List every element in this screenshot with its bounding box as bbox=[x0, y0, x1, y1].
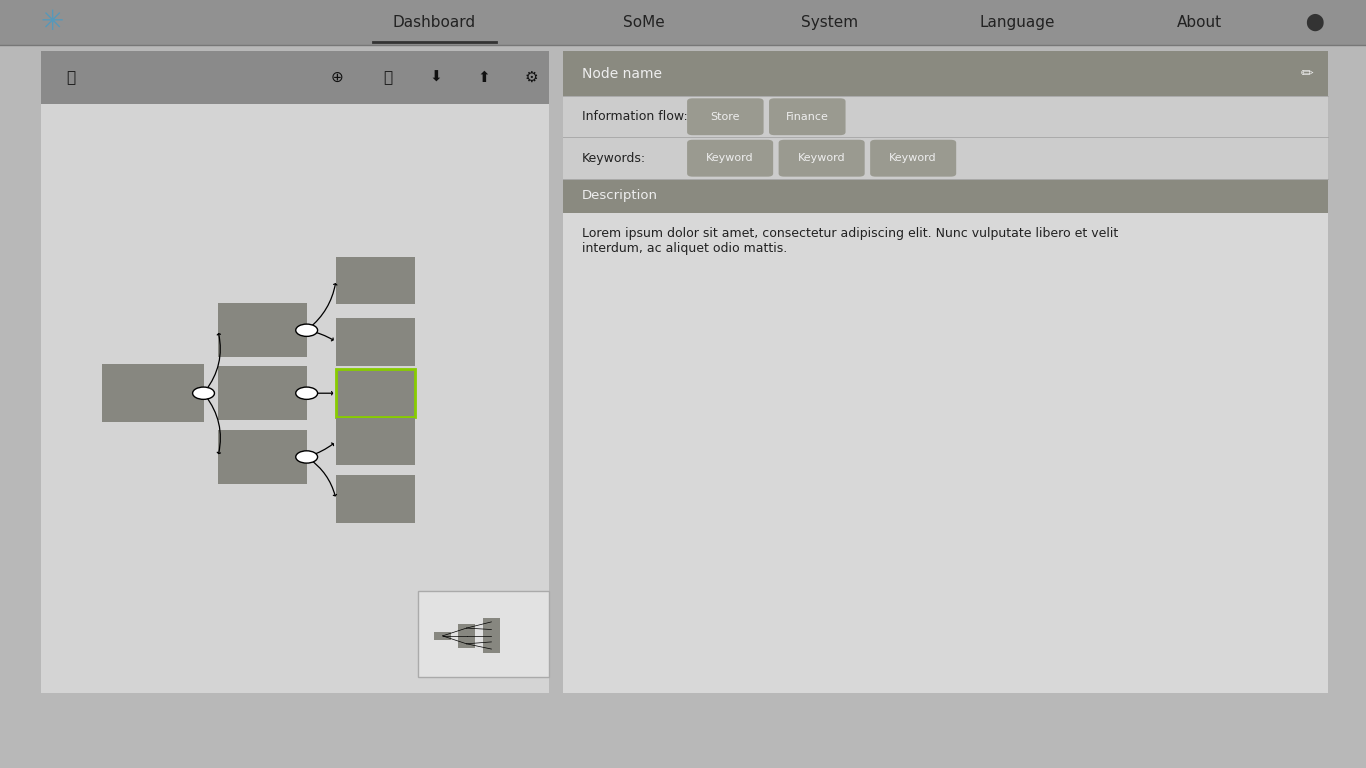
Bar bbox=[563, 96, 1328, 137]
Bar bbox=[482, 638, 500, 646]
Text: ⚙: ⚙ bbox=[525, 70, 538, 85]
Circle shape bbox=[193, 387, 214, 399]
Text: About: About bbox=[1176, 15, 1223, 30]
Text: ⬆: ⬆ bbox=[477, 70, 490, 85]
Bar bbox=[41, 51, 549, 104]
Bar bbox=[482, 626, 500, 634]
Bar bbox=[219, 430, 307, 484]
Bar bbox=[336, 475, 415, 523]
Bar bbox=[458, 624, 475, 632]
FancyBboxPatch shape bbox=[687, 98, 764, 135]
Text: ⊕: ⊕ bbox=[331, 70, 344, 85]
Text: SoMe: SoMe bbox=[623, 15, 664, 30]
Text: Keyword: Keyword bbox=[798, 153, 846, 164]
FancyBboxPatch shape bbox=[779, 140, 865, 177]
Bar bbox=[563, 213, 1328, 693]
Text: Finance: Finance bbox=[785, 111, 829, 122]
Bar bbox=[563, 137, 1328, 179]
Text: Keywords:: Keywords: bbox=[582, 152, 646, 164]
Bar bbox=[336, 369, 415, 417]
Bar bbox=[336, 318, 415, 366]
Bar bbox=[336, 418, 415, 465]
Bar bbox=[336, 257, 415, 304]
FancyBboxPatch shape bbox=[687, 140, 773, 177]
Bar bbox=[482, 645, 500, 653]
Circle shape bbox=[296, 324, 318, 336]
Bar bbox=[418, 591, 549, 677]
FancyBboxPatch shape bbox=[769, 98, 846, 135]
Circle shape bbox=[296, 387, 318, 399]
Bar bbox=[0, 0, 1366, 45]
Bar bbox=[563, 179, 1328, 213]
Text: Description: Description bbox=[582, 190, 658, 202]
Bar bbox=[563, 51, 1328, 693]
Text: ✳: ✳ bbox=[40, 8, 64, 36]
Bar bbox=[458, 640, 475, 647]
Bar bbox=[219, 366, 307, 420]
Text: ⬇: ⬇ bbox=[429, 70, 443, 85]
Bar bbox=[482, 632, 500, 640]
Circle shape bbox=[296, 451, 318, 463]
Text: Information flow:: Information flow: bbox=[582, 111, 687, 123]
FancyBboxPatch shape bbox=[870, 140, 956, 177]
Bar bbox=[219, 303, 307, 357]
Text: System: System bbox=[800, 15, 858, 30]
Bar bbox=[482, 618, 500, 626]
Text: Keyword: Keyword bbox=[706, 153, 754, 164]
Bar bbox=[433, 632, 451, 640]
Text: Language: Language bbox=[979, 15, 1056, 30]
Text: ⬤: ⬤ bbox=[1305, 13, 1324, 31]
Text: 🔍: 🔍 bbox=[67, 70, 75, 85]
Bar bbox=[563, 51, 1328, 96]
Text: ✏: ✏ bbox=[1300, 66, 1314, 81]
Bar bbox=[458, 632, 475, 640]
Text: Lorem ipsum dolor sit amet, consectetur adipiscing elit. Nunc vulputate libero e: Lorem ipsum dolor sit amet, consectetur … bbox=[582, 227, 1119, 254]
Bar bbox=[102, 364, 204, 422]
Text: 🪣: 🪣 bbox=[384, 70, 392, 85]
Text: Store: Store bbox=[710, 111, 740, 122]
Text: Keyword: Keyword bbox=[889, 153, 937, 164]
Text: Node name: Node name bbox=[582, 67, 663, 81]
Bar bbox=[41, 51, 549, 693]
Text: Dashboard: Dashboard bbox=[393, 15, 475, 30]
